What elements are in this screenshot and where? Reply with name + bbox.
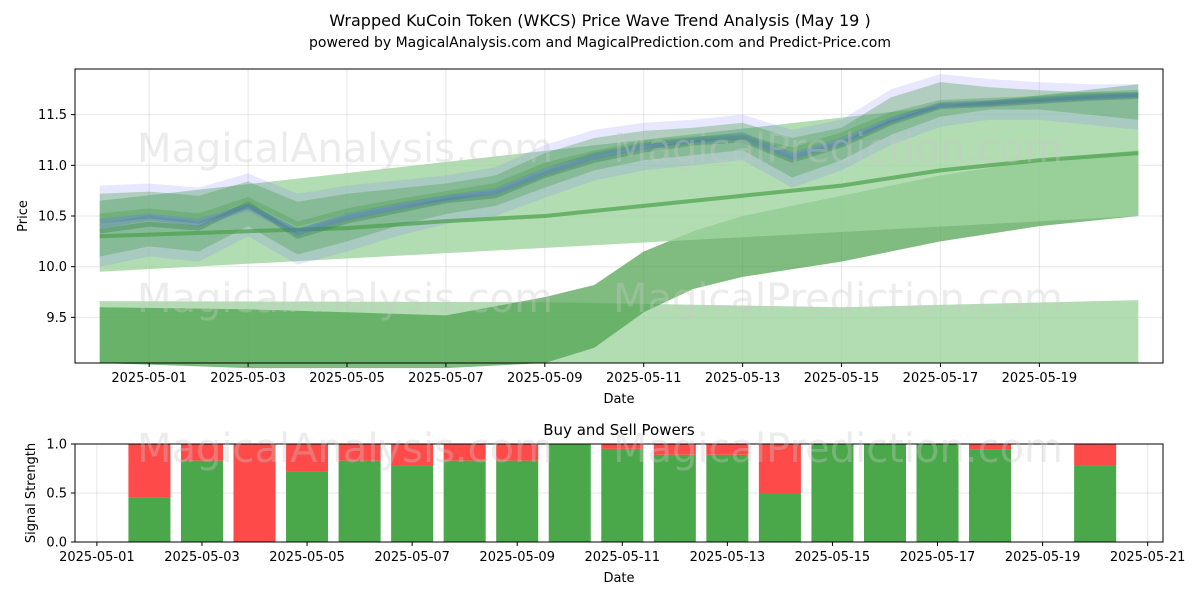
sell-bar [286,444,329,472]
price-x-tick-label: 2025-05-15 [804,371,880,386]
signal-x-tick-label: 2025-05-03 [164,550,240,565]
buy-bar [286,471,329,542]
price-x-tick-label: 2025-05-03 [210,371,286,386]
price-y-tick-label: 11.0 [38,159,67,174]
buy-bar [338,460,381,542]
wave-line [99,91,1139,234]
buy-bar [443,460,486,542]
signal-x-tick-label: 2025-05-15 [795,550,871,565]
price-x-tick-label: 2025-05-05 [309,371,385,386]
signal-y-tick-label: 0.0 [46,536,67,551]
buy-bar [969,449,1012,542]
watermark: MagicalPrediction.com [613,276,1063,322]
sell-bar [443,444,486,461]
signal-x-tick-label: 2025-05-11 [585,550,661,565]
signal-bars [128,444,1117,542]
buy-bar [180,460,223,542]
signal-x-tick-label: 2025-05-17 [900,550,976,565]
sell-bar [391,444,434,466]
wave-envelope-green [99,82,1139,257]
price-y-tick-label: 9.5 [46,311,67,326]
buy-bar [128,497,171,542]
price-x-tick-label: 2025-05-07 [408,371,484,386]
wave-line [99,89,1139,227]
signal-y-ticks: 0.0 0.5 1.0 [46,438,75,551]
signal-x-tick-label: 2025-05-19 [1005,550,1081,565]
watermark: MagicalPrediction.com [613,126,1063,172]
signal-x-tick-label: 2025-05-09 [479,550,555,565]
wave-envelope-blue [99,74,1139,267]
price-x-tick-label: 2025-05-19 [1002,371,1078,386]
signal-title: Buy and Sell Powers [543,421,695,439]
buy-bar [653,454,696,542]
watermark: MagicalAnalysis.com [137,426,553,472]
sell-bar [338,444,381,461]
sell-bar [601,444,644,449]
buy-bar [1074,465,1117,542]
price-y-tick-label: 10.5 [38,210,67,225]
sell-bar [706,444,749,455]
price-x-tick-label: 2025-05-01 [111,371,187,386]
signal-x-tick-label: 2025-05-07 [374,550,450,565]
price-y-tick-label: 11.5 [38,108,67,123]
sell-bar [969,444,1012,450]
sell-bar [653,444,696,455]
price-x-tick-label: 2025-05-09 [507,371,583,386]
signal-x-ticks: 2025-05-01 2025-05-03 2025-05-05 2025-05-07… [59,542,1185,565]
sell-bar [758,444,801,493]
watermark: MagicalPrediction.com [613,426,1063,472]
price-bands [99,74,1139,369]
price-wave-lines [99,89,1139,239]
buy-bar [811,444,854,542]
buy-bar [548,444,591,542]
buy-bar [391,465,434,542]
watermark: MagicalAnalysis.com [137,126,553,172]
price-y-label: Price [16,200,31,232]
signal-y-tick-label: 1.0 [46,438,67,453]
wave-line [99,92,1139,236]
sell-bar [128,444,171,498]
signal-x-label: Date [603,571,634,586]
buy-bar [706,454,749,542]
buy-bar [863,444,906,542]
price-y-tick-label: 10.0 [38,260,67,275]
price-x-tick-label: 2025-05-13 [705,371,781,386]
sell-bar [180,444,223,461]
buy-bar [601,448,644,542]
forecast-center-line [99,151,1139,239]
signal-y-label: Signal Strength [24,443,39,543]
sell-bar [496,444,539,461]
forecast-band-upper [99,84,1139,272]
watermark: MagicalAnalysis.com [137,276,553,322]
price-x-label: Date [603,392,634,407]
signal-x-tick-label: 2025-05-01 [59,550,135,565]
price-y-ticks: 9.5 10.0 10.5 11.0 11.5 [38,108,75,326]
price-x-ticks: 2025-05-01 2025-05-03 2025-05-05 2025-05-07… [111,363,1077,386]
sell-bar [1074,444,1117,466]
sell-bar [233,444,276,542]
chart-title: Wrapped KuCoin Token (WKCS) Price Wave T… [329,11,870,30]
signal-x-tick-label: 2025-05-21 [1110,550,1186,565]
chart-subtitle: powered by MagicalAnalysis.com and Magic… [309,35,891,51]
signal-x-tick-label: 2025-05-05 [269,550,345,565]
signal-x-tick-label: 2025-05-13 [690,550,766,565]
price-x-tick-label: 2025-05-11 [606,371,682,386]
buy-bar [496,460,539,542]
wave-line [99,93,1139,239]
price-x-tick-label: 2025-05-17 [903,371,979,386]
signal-y-tick-label: 0.5 [46,487,67,502]
buy-bar [916,444,959,542]
buy-bar [758,493,801,542]
